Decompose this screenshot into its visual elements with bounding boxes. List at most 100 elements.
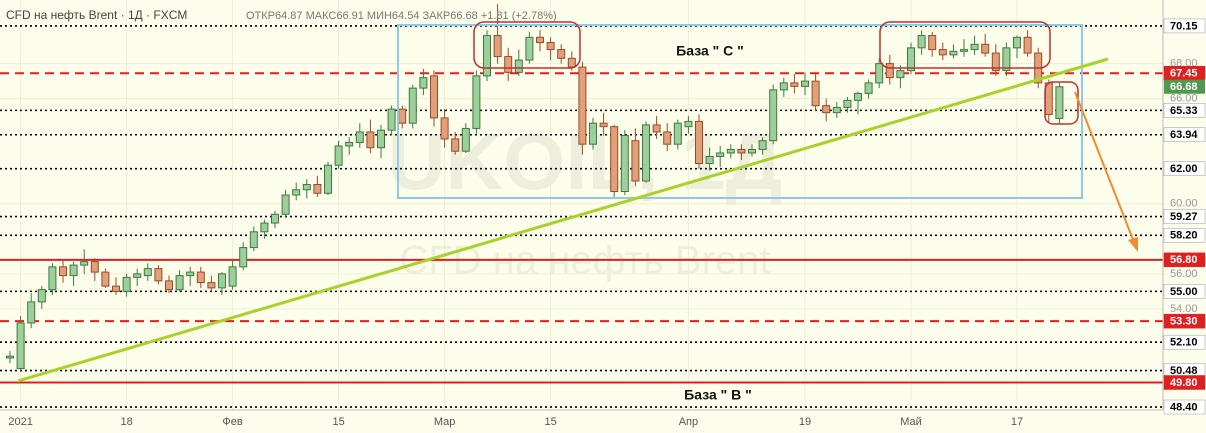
candle-body <box>27 301 36 324</box>
candle-body <box>249 231 258 249</box>
candle-body <box>377 129 385 149</box>
trend-line <box>17 57 1109 383</box>
candle-body <box>398 108 407 124</box>
x-tick-label: 18 <box>120 416 132 428</box>
x-tick-label: 19 <box>799 416 811 428</box>
candle-body <box>112 285 120 292</box>
candle-body <box>408 87 417 124</box>
x-tick-label: 17 <box>1011 416 1023 428</box>
candle-body <box>59 266 67 277</box>
level-label: 63.94 <box>1170 129 1198 141</box>
level-label-box <box>1163 18 1206 34</box>
candle-body <box>642 124 650 182</box>
candle-body <box>589 122 597 145</box>
candle-body <box>758 140 767 150</box>
candle-body <box>716 152 725 157</box>
level-label-box <box>1163 399 1206 415</box>
candle-body <box>69 264 78 277</box>
candle-body <box>822 105 831 114</box>
candle-body <box>493 35 502 58</box>
candle-body <box>472 75 481 129</box>
candle-body <box>228 266 237 287</box>
arrow <box>1074 91 1135 243</box>
candle-body <box>207 282 216 289</box>
level-label-box <box>1163 228 1206 243</box>
level-label: 55.00 <box>1170 286 1198 298</box>
candle-body <box>970 43 979 51</box>
y-tick-label: 66.00 <box>1170 93 1198 105</box>
last-price-box <box>1164 79 1205 94</box>
x-tick-label: 15 <box>332 416 344 428</box>
x-tick-label: 15 <box>544 416 556 428</box>
candle-body <box>960 49 968 52</box>
candle-body <box>917 35 926 49</box>
candle-body <box>302 184 311 191</box>
annotation: База " B " <box>684 387 752 403</box>
candle-body <box>599 122 608 128</box>
level-label: 53.30 <box>1170 316 1198 328</box>
candle-body <box>345 141 354 147</box>
level-label-box <box>1163 334 1206 350</box>
candle-body <box>1044 82 1053 115</box>
level-label: 70.15 <box>1170 20 1198 32</box>
candle-body <box>896 70 905 79</box>
chart-subtitle: ОТКР64.87 МАКС66.91 МИН64.54 ЗАКР66.68 +… <box>246 10 557 22</box>
y-tick-label: 54.00 <box>1170 303 1198 315</box>
chart-title: CFD на нефть Brent · 1Д · FXCM <box>6 8 187 22</box>
candle-body <box>239 247 248 268</box>
candle-body <box>514 59 523 73</box>
x-tick-label: Мар <box>434 416 456 428</box>
candle-body <box>1055 86 1064 119</box>
candle-body <box>546 42 555 51</box>
x-tick-label: Май <box>900 416 922 428</box>
candle-body <box>938 49 947 56</box>
candle-body <box>101 271 110 287</box>
candle-body <box>705 155 714 164</box>
y-tick-label: 60.00 <box>1170 198 1198 210</box>
level-label: 56.80 <box>1170 254 1198 266</box>
candle-body <box>737 148 746 154</box>
candle-body <box>726 148 735 154</box>
candle-body <box>843 99 852 108</box>
candle-body <box>165 280 173 291</box>
level-label-box <box>1163 375 1206 390</box>
candle-body <box>218 273 226 289</box>
candle-body <box>122 276 131 292</box>
candle-body <box>854 92 862 101</box>
candle-body <box>557 49 566 59</box>
candle-body <box>525 36 534 61</box>
candle-body <box>885 63 894 79</box>
candle-body <box>80 261 89 266</box>
candle-body <box>790 82 799 87</box>
candle-body <box>779 82 788 91</box>
candle-body <box>48 266 57 291</box>
candle-body <box>260 222 269 233</box>
level-label: 59.27 <box>1170 211 1198 223</box>
candle-body <box>875 63 884 84</box>
level-label: 65.33 <box>1170 105 1198 117</box>
candle-body <box>620 134 629 193</box>
candle-body <box>186 271 195 277</box>
highlight-box <box>473 21 581 69</box>
candle-body <box>981 43 990 54</box>
candle-body <box>949 50 958 56</box>
candles <box>6 4 1064 372</box>
candle-body <box>483 35 491 77</box>
candle-body <box>461 127 470 152</box>
level-label: 67.45 <box>1170 68 1198 80</box>
candle-body <box>673 122 682 145</box>
level-label-box <box>1163 313 1206 329</box>
level-label-box <box>1163 252 1206 268</box>
candle-body <box>832 106 841 114</box>
candle-body <box>355 131 364 143</box>
candle-body <box>1023 36 1032 54</box>
y-tick-label: 56.00 <box>1170 268 1198 280</box>
x-tick-label: 2021 <box>8 416 32 428</box>
level-label-box <box>1163 161 1206 176</box>
candle-body <box>196 271 205 284</box>
arrow-head <box>1128 237 1138 252</box>
candle-body <box>578 66 587 145</box>
candle-body <box>387 108 396 131</box>
